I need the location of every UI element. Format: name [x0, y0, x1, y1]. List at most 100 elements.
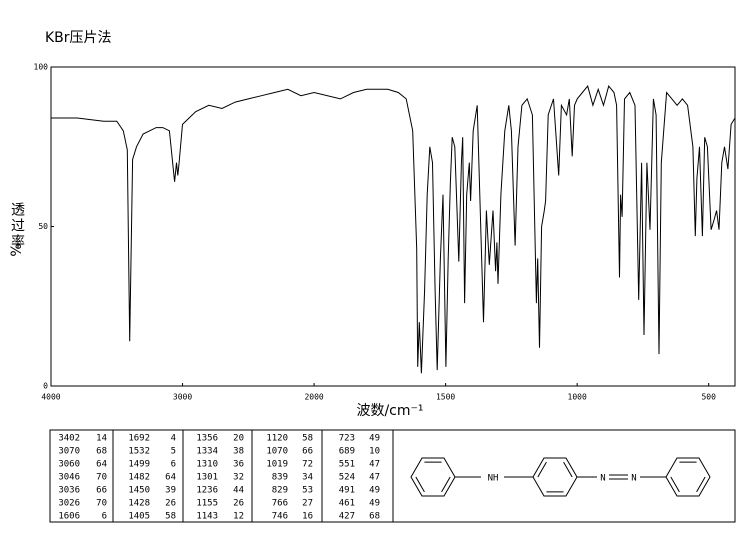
x-tick-label: 2000 [304, 393, 323, 402]
peak-transmittance: 68 [96, 447, 107, 457]
peak-transmittance: 44 [233, 486, 244, 496]
peak-transmittance: 14 [96, 434, 107, 444]
peak-wavenumber: 1428 [128, 499, 150, 509]
peak-transmittance: 58 [302, 434, 313, 444]
peak-transmittance: 27 [302, 499, 313, 509]
y-axis-unit: % [9, 243, 25, 256]
peak-wavenumber: 3036 [58, 486, 80, 496]
peak-wavenumber: 723 [339, 434, 355, 444]
atom-label: NH [488, 474, 499, 484]
peak-wavenumber: 1301 [196, 473, 218, 483]
y-tick-label: 50 [38, 222, 48, 231]
x-tick-label: 1500 [436, 393, 455, 402]
ring-double-bond [537, 461, 547, 478]
peak-wavenumber: 551 [339, 460, 355, 470]
peak-wavenumber: 1356 [196, 434, 218, 444]
peak-transmittance: 58 [165, 512, 176, 522]
peak-wavenumber: 1606 [58, 512, 80, 522]
peak-transmittance: 49 [369, 499, 380, 509]
peak-wavenumber: 3046 [58, 473, 80, 483]
peak-wavenumber: 1120 [266, 434, 288, 444]
y-axis-label: 透过率 [9, 202, 25, 250]
peak-transmittance: 4 [171, 434, 176, 444]
peak-wavenumber: 3402 [58, 434, 80, 444]
peak-transmittance: 66 [302, 447, 313, 457]
ring-double-bond [563, 461, 573, 478]
peak-wavenumber: 1310 [196, 460, 218, 470]
peak-transmittance: 70 [96, 473, 107, 483]
peak-wavenumber: 689 [339, 447, 355, 457]
peak-transmittance: 39 [165, 486, 176, 496]
atom-label: N [631, 474, 636, 484]
peak-wavenumber: 3060 [58, 460, 80, 470]
peak-transmittance: 72 [302, 460, 313, 470]
peak-wavenumber: 1070 [266, 447, 288, 457]
peak-transmittance: 36 [233, 460, 244, 470]
peak-transmittance: 6 [171, 460, 176, 470]
ring-double-bond [415, 476, 425, 493]
peak-wavenumber: 1236 [196, 486, 218, 496]
peak-transmittance: 68 [369, 512, 380, 522]
peak-transmittance: 38 [233, 447, 244, 457]
peak-transmittance: 26 [233, 499, 244, 509]
peak-wavenumber: 1692 [128, 434, 150, 444]
peak-transmittance: 64 [96, 460, 107, 470]
peak-transmittance: 47 [369, 460, 380, 470]
x-tick-label: 1000 [568, 393, 587, 402]
peak-wavenumber: 829 [272, 486, 288, 496]
peak-transmittance: 53 [302, 486, 313, 496]
peak-wavenumber: 1143 [196, 512, 218, 522]
benzene-ring [665, 457, 711, 497]
peak-wavenumber: 427 [339, 512, 355, 522]
peak-transmittance: 16 [302, 512, 313, 522]
peak-wavenumber: 1334 [196, 447, 218, 457]
peak-wavenumber: 746 [272, 512, 288, 522]
peak-wavenumber: 1499 [128, 460, 150, 470]
peak-wavenumber: 1155 [196, 499, 218, 509]
peak-transmittance: 10 [369, 447, 380, 457]
y-tick-label: 0 [43, 382, 48, 391]
peak-transmittance: 5 [171, 447, 176, 457]
x-axis-label: 波数/cm⁻¹ [356, 403, 423, 419]
peak-transmittance: 70 [96, 499, 107, 509]
peak-wavenumber: 1405 [128, 512, 150, 522]
peak-transmittance: 49 [369, 486, 380, 496]
peak-wavenumber: 766 [272, 499, 288, 509]
x-tick-label: 4000 [41, 393, 60, 402]
peak-transmittance: 32 [233, 473, 244, 483]
benzene-ring [410, 457, 456, 497]
peak-wavenumber: 3070 [58, 447, 80, 457]
peak-transmittance: 64 [165, 473, 176, 483]
peak-wavenumber: 839 [272, 473, 288, 483]
chart-title: KBr压片法 [45, 30, 112, 46]
peak-wavenumber: 461 [339, 499, 355, 509]
spectrum-line [51, 85, 736, 374]
peak-transmittance: 20 [233, 434, 244, 444]
peak-wavenumber: 3026 [58, 499, 80, 509]
ring-double-bond [441, 476, 451, 493]
atom-label: N [600, 474, 605, 484]
peak-transmittance: 12 [233, 512, 244, 522]
x-tick-label: 500 [701, 393, 716, 402]
plot-frame [50, 66, 736, 387]
ring-double-bond [670, 476, 680, 493]
peak-wavenumber: 1019 [266, 460, 288, 470]
x-tick-label: 3000 [173, 393, 192, 402]
ring-double-bond [696, 476, 706, 493]
peak-transmittance: 6 [102, 512, 107, 522]
peak-transmittance: 26 [165, 499, 176, 509]
peak-wavenumber: 491 [339, 486, 355, 496]
peak-wavenumber: 1450 [128, 486, 150, 496]
peak-wavenumber: 1482 [128, 473, 150, 483]
structure: NH N N [410, 457, 711, 497]
peak-wavenumber: 1532 [128, 447, 150, 457]
peak-transmittance: 49 [369, 434, 380, 444]
peak-wavenumber: 524 [339, 473, 355, 483]
benzene-ring [532, 457, 578, 497]
peak-transmittance: 66 [96, 486, 107, 496]
peak-transmittance: 34 [302, 473, 313, 483]
y-tick-label: 100 [34, 63, 49, 72]
peak-transmittance: 47 [369, 473, 380, 483]
